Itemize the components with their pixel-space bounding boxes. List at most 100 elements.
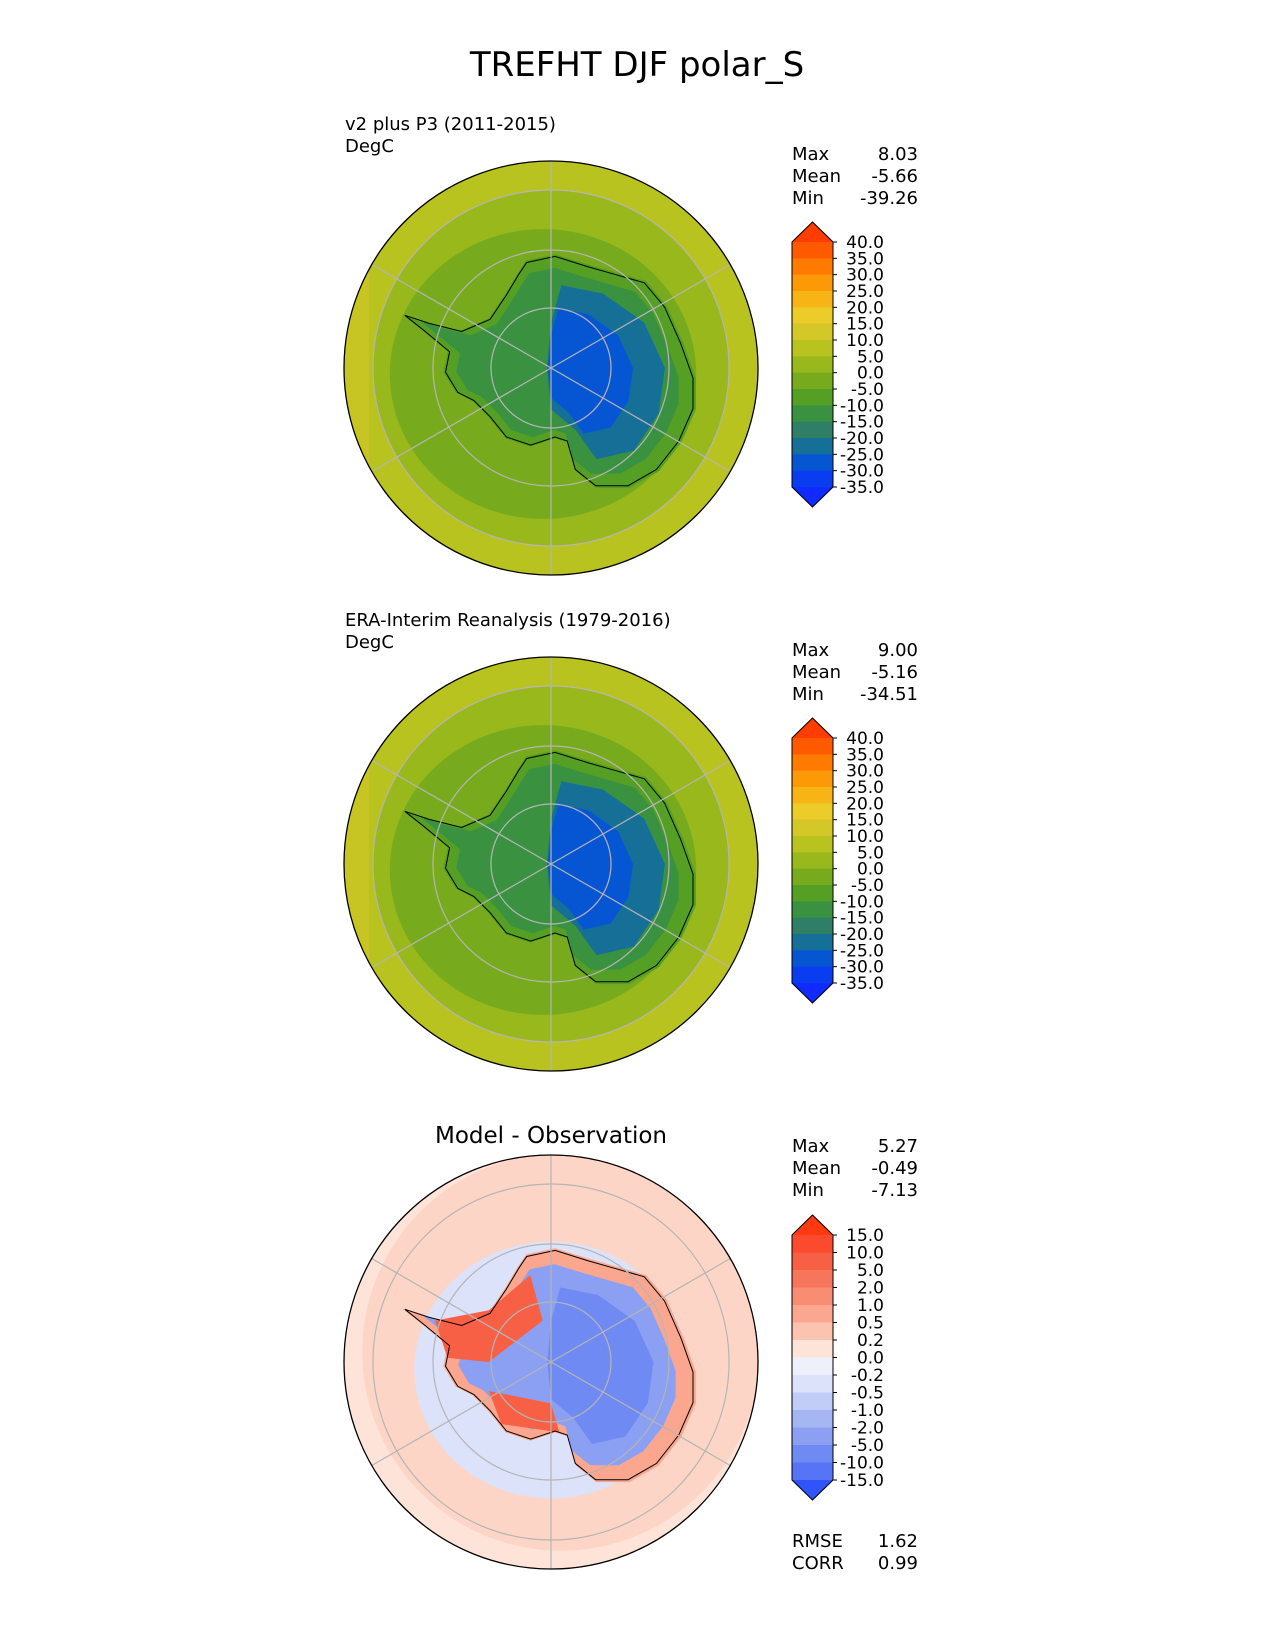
colorbar-tick-label: -1.0	[851, 1401, 884, 1421]
map-frame	[343, 656, 759, 1072]
stat-value: 8.03	[878, 144, 918, 165]
colorbar-tick-label: 10.0	[846, 1244, 884, 1264]
panel-diff: Model - Observation Max 5.27 Mean -0.49 Min -7…	[343, 1123, 918, 1574]
colorbar-tick-label: -5.0	[851, 876, 884, 896]
colorbar-swatch	[792, 421, 833, 439]
colorbar-extend-max	[792, 222, 833, 242]
colorbar-swatch	[792, 1235, 833, 1253]
panel-heading: Model - Observation	[435, 1123, 667, 1149]
colorbar-swatch	[792, 819, 833, 837]
stat-value: -34.51	[860, 684, 918, 705]
colorbar-swatch	[792, 307, 833, 325]
colorbar-swatch	[792, 934, 833, 951]
map-meridian-line	[550, 1361, 731, 1467]
colorbar-tick-label: -15.0	[840, 909, 884, 929]
colorbar-swatch	[792, 323, 833, 341]
colorbar-swatch	[792, 454, 833, 472]
colorbar-tick-label: -10.0	[840, 1454, 884, 1474]
colorbar-test: 40.035.030.025.020.015.010.05.00.0-5.0-1…	[791, 221, 884, 508]
colorbar-swatch	[792, 770, 833, 788]
colorbar-swatch	[792, 1270, 833, 1288]
colorbar-swatch	[792, 438, 833, 455]
stat-value: -39.26	[860, 188, 918, 209]
map-coastline	[404, 751, 694, 983]
colorbar-swatch	[792, 1287, 833, 1306]
colorbar-tick-label: 20.0	[846, 794, 884, 814]
stat-label: Min	[792, 684, 824, 705]
map-diff	[344, 1155, 758, 1569]
colorbar-swatch	[792, 291, 833, 308]
colorbar-extend-min	[792, 983, 833, 1003]
stat-label: Max	[792, 640, 830, 661]
map-meridian-line	[371, 863, 552, 969]
colorbar-swatch	[792, 1462, 833, 1481]
colorbar-tick-label: -10.0	[840, 396, 884, 416]
map-coastline	[404, 255, 694, 487]
stat-label: Min	[792, 1180, 824, 1201]
stat-label: Max	[792, 144, 830, 165]
stat-label: Min	[792, 188, 824, 209]
map-warm-edge	[344, 657, 369, 1071]
map-meridian-line	[371, 1257, 552, 1363]
map-peninsula-warm	[435, 1275, 543, 1362]
map-frame	[343, 160, 759, 576]
colorbar-tick-label: 5.0	[857, 347, 884, 367]
stat-label: Mean	[792, 662, 841, 683]
map-warm-edge	[344, 161, 369, 575]
footer-stat-label: CORR	[792, 1553, 844, 1574]
colorbar-tick-label: 15.0	[846, 1226, 884, 1246]
colorbar-tick-label: -30.0	[840, 958, 884, 978]
colorbar-tick-label: 10.0	[846, 827, 884, 847]
colorbar-tick-label: 35.0	[846, 249, 884, 269]
colorbar-tick-label: 0.0	[857, 860, 884, 880]
colorbar-tick-label: 40.0	[846, 233, 884, 253]
stat-value: -0.49	[871, 1158, 918, 1179]
map-coastline	[404, 1249, 694, 1481]
map-ross-warm	[488, 1390, 560, 1433]
map-ref	[344, 657, 758, 1071]
colorbar-swatch	[792, 901, 833, 919]
colorbar-tick-label: 5.0	[857, 843, 884, 863]
panel-units: DegC	[345, 136, 394, 157]
colorbar-swatch	[792, 340, 833, 357]
colorbar-swatch	[792, 258, 833, 276]
colorbar-swatch	[792, 1357, 833, 1376]
colorbar-swatch	[792, 1340, 833, 1358]
colorbar-extend-max	[792, 1215, 833, 1235]
colorbar-swatch	[792, 738, 833, 755]
colorbar-tick-label: -15.0	[840, 413, 884, 433]
colorbar-tick-label: -30.0	[840, 462, 884, 482]
colorbar-extend-min	[792, 487, 833, 507]
stat-value: -5.66	[871, 166, 918, 187]
page-title: TREFHT DJF polar_S	[469, 45, 804, 85]
stat-value: 9.00	[878, 640, 918, 661]
colorbar-swatch	[792, 1410, 833, 1428]
stat-value: -7.13	[871, 1180, 918, 1201]
colorbar-tick-label: 0.0	[857, 1349, 884, 1369]
colorbar-swatch	[792, 803, 833, 821]
stat-label: Mean	[792, 166, 841, 187]
colorbar-swatch	[792, 242, 833, 259]
colorbar-tick-label: 15.0	[846, 315, 884, 335]
colorbar-swatch	[792, 274, 833, 292]
colorbar-swatch	[792, 1305, 833, 1323]
colorbar-swatch	[792, 836, 833, 853]
colorbar-swatch	[792, 754, 833, 772]
colorbar-tick-label: 30.0	[846, 266, 884, 286]
colorbar-tick-label: 10.0	[846, 331, 884, 351]
colorbar-swatch	[792, 1252, 833, 1271]
map-meridian-line	[371, 759, 552, 865]
colorbar-tick-label: 25.0	[846, 778, 884, 798]
colorbar-tick-label: -25.0	[840, 941, 884, 961]
colorbar-tick-label: 40.0	[846, 729, 884, 749]
colorbar-tick-label: -5.0	[851, 380, 884, 400]
colorbar-tick-label: 35.0	[846, 745, 884, 765]
colorbar-tick-label: -0.2	[851, 1366, 884, 1386]
colorbar-tick-label: -20.0	[840, 429, 884, 449]
colorbar-tick-label: -2.0	[851, 1419, 884, 1439]
colorbar-extend-min	[792, 1480, 833, 1500]
stat-value: 5.27	[878, 1136, 918, 1157]
panel-test: v2 plus P3 (2011-2015)DegC Max 8.03 Mean -5.…	[343, 114, 918, 576]
